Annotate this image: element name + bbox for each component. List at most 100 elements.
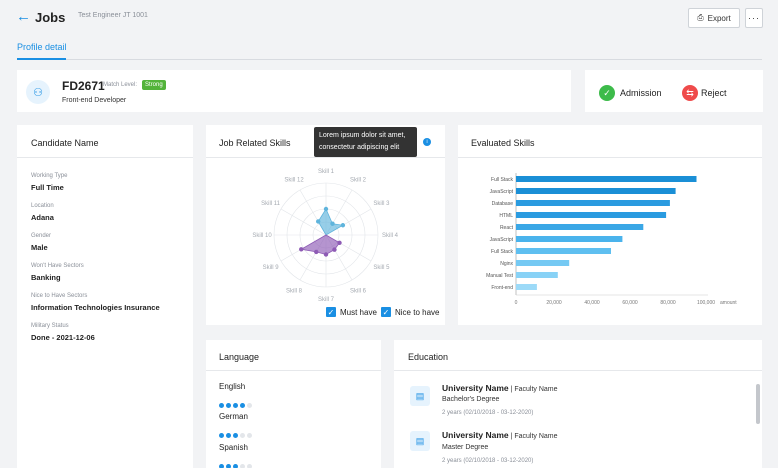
field-value: Banking (31, 273, 61, 282)
field-label: Military Status (31, 323, 69, 329)
profile-card (17, 70, 571, 112)
language-name: English (219, 382, 246, 391)
radar-point (316, 219, 321, 224)
nice-to-have-checkbox[interactable]: ✓ (381, 307, 391, 317)
level-dot (233, 433, 238, 438)
candidate-role: Front-end Developer (62, 97, 127, 104)
education-title: Education (408, 352, 449, 362)
language-name: Spanish (219, 443, 248, 452)
reject-button[interactable]: Reject (701, 88, 727, 98)
radar-point (332, 247, 337, 252)
level-dot (219, 403, 224, 408)
bar-category-label: Full Stack (491, 177, 513, 183)
bar-x-tick-label: 40,000 (584, 300, 600, 306)
back-arrow-icon[interactable]: ← (16, 8, 31, 25)
must-have-checkbox[interactable]: ✓ (326, 307, 336, 317)
evaluated-skills-divider (458, 157, 762, 158)
faculty-name: | Faculty Name (508, 433, 558, 440)
bar-category-label: Database (492, 201, 514, 207)
radar-chart: Skill 1 Skill 2 Skill 3 Skill 4 Skill 5 Skill… (252, 169, 399, 303)
radar-point (330, 221, 335, 226)
education-scrollbar[interactable] (756, 384, 760, 424)
evaluated-skills-card: Evaluated Skills Full Stack JavaScript Dat… (458, 125, 762, 325)
match-level-badge: Strong (142, 80, 166, 90)
level-dot (226, 403, 231, 408)
job-skills-title: Job Related Skills (219, 138, 291, 148)
bar (516, 212, 667, 218)
radar-axis-label: Skill 9 (263, 265, 280, 271)
admission-button[interactable]: Admission (620, 88, 662, 98)
radar-point (299, 247, 304, 252)
language-level (219, 395, 254, 413)
field-label: Gender (31, 233, 52, 239)
bar (516, 188, 676, 194)
education-card: Education ▤ University Name | Faculty Na… (394, 340, 762, 468)
export-label: Export (707, 13, 731, 23)
education-period: 2 years (02/10/2018 - 03-12-2020) (442, 458, 534, 464)
bar (516, 224, 644, 230)
evaluated-skills-bar-chart: Full Stack JavaScript Database HTML React Jav… (486, 173, 737, 306)
field-value: Done - 2021-12-06 (31, 333, 95, 342)
field-label: Won't Have Sectors (31, 263, 84, 269)
bar-x-tick-label: 80,000 (660, 300, 676, 306)
bar-x-tick-label: 20,000 (546, 300, 562, 306)
bar-category-label: Manual Test (486, 273, 513, 279)
info-icon[interactable]: i (423, 138, 431, 146)
evaluated-skills-title: Evaluated Skills (471, 138, 535, 148)
level-dot (226, 464, 231, 468)
level-dot (233, 464, 238, 468)
radar-axis-label: Skill 8 (286, 288, 303, 294)
level-dot (240, 464, 245, 468)
bar-category-label: Front-end (491, 285, 513, 291)
document-icon: ▤ (410, 431, 430, 451)
degree: Master Degree (442, 444, 489, 451)
check-icon[interactable]: ✓ (599, 85, 615, 101)
bar (516, 200, 670, 206)
university-name: University Name (442, 383, 509, 393)
tab-profile-detail[interactable]: Profile detail (17, 42, 67, 52)
language-level (219, 456, 254, 468)
language-name: German (219, 412, 248, 421)
more-options-button[interactable]: ··· (745, 8, 763, 28)
language-title: Language (219, 352, 260, 362)
faculty-name: | Faculty Name (508, 386, 558, 393)
level-dot (226, 433, 231, 438)
tooltip: Lorem ipsum dolor sit amet, consectetur … (314, 127, 417, 157)
bar (516, 176, 697, 182)
export-button[interactable]: ⎙ Export (688, 8, 740, 28)
field-value: Adana (31, 213, 54, 222)
bar-category-label: JavaScript (490, 237, 514, 243)
radar-axis-label: Skill 7 (318, 297, 335, 303)
level-dot (240, 433, 245, 438)
radar-series-area (317, 208, 345, 236)
education-divider (394, 370, 762, 371)
field-label: Nice to Have Sectors (31, 293, 88, 299)
tab-active-indicator (17, 58, 66, 60)
radar-axis (280, 208, 327, 236)
reject-icon[interactable]: ⇆ (682, 85, 698, 101)
degree: Bachelor's Degree (442, 396, 500, 403)
bar-x-axis-label: amount (720, 300, 737, 306)
bar-x-tick-label: 0 (515, 300, 518, 306)
job-skills-divider (206, 157, 445, 158)
match-level-label: Match Level: (103, 82, 138, 88)
field-value: Information Technologies Insurance (31, 303, 160, 312)
radar-axis-label: Skill 6 (350, 288, 367, 294)
field-label: Working Type (31, 173, 68, 179)
bar-x-tick-label: 60,000 (622, 300, 638, 306)
user-avatar-icon: ⚇ (26, 80, 50, 104)
field-label: Location (31, 203, 54, 209)
level-dot (247, 433, 252, 438)
candidate-code: FD2671 (62, 79, 105, 93)
export-icon: ⎙ (697, 13, 704, 22)
radar-axis-label: Skill 4 (382, 233, 399, 239)
job-skills-card: Job Related Skills Skill 1 Skill 2 Skill 3… (206, 125, 445, 325)
page-title: Jobs (35, 10, 66, 25)
bar-x-tick-label: 100,000 (697, 300, 715, 306)
field-value: Male (31, 243, 48, 252)
tab-divider (17, 59, 762, 60)
level-dot (247, 464, 252, 468)
document-icon: ▤ (410, 386, 430, 406)
level-dot (219, 433, 224, 438)
bar (516, 284, 537, 290)
